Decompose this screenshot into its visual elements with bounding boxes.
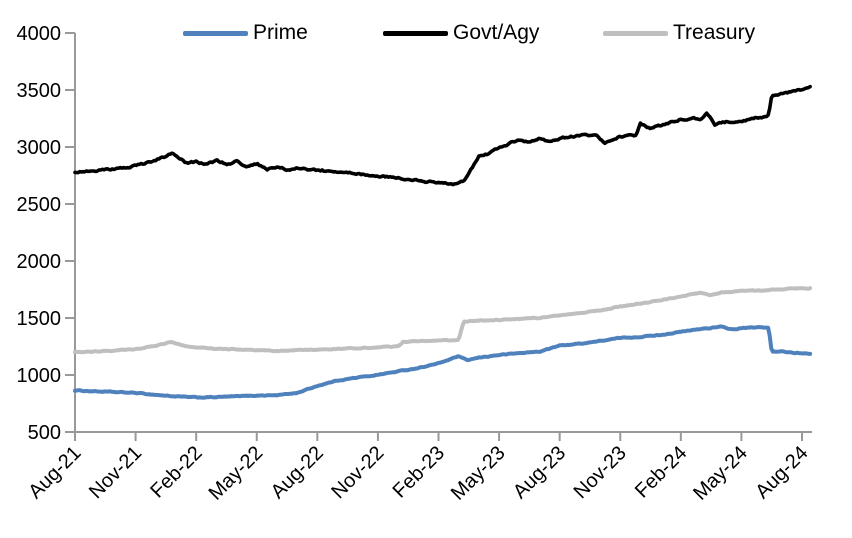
series-line-treasury <box>73 286 813 355</box>
y-tick-label: 500 <box>28 422 61 444</box>
y-tick-label: 1000 <box>17 365 62 387</box>
legend-item-treasury: Treasury <box>603 20 755 46</box>
y-tick-label: 3500 <box>17 80 62 102</box>
legend-label-govt-agy: Govt/Agy <box>453 21 540 44</box>
legend-label-treasury: Treasury <box>673 21 756 44</box>
y-tick-label: 4000 <box>17 23 62 45</box>
legend-label-prime: Prime <box>253 21 308 44</box>
x-tick-label: Nov-22 <box>327 442 388 503</box>
x-tick-label: Aug-22 <box>267 442 328 503</box>
treasury-line-swatch <box>603 30 668 36</box>
x-tick-label: Aug-24 <box>751 442 812 503</box>
chart-legend: Prime Govt/Agy Treasury <box>0 20 852 46</box>
x-tick-label: May-23 <box>447 442 510 505</box>
legend-item-govt-agy: Govt/Agy <box>383 20 539 46</box>
x-tick-label: May-22 <box>205 442 268 505</box>
x-tick-label: Feb-23 <box>389 442 449 502</box>
legend-item-prime: Prime <box>183 20 308 46</box>
prime-line-swatch <box>183 30 248 36</box>
x-tick-label: Aug-21 <box>24 442 85 503</box>
series-line-govt-agy <box>73 84 812 187</box>
x-tick-label: Aug-23 <box>509 442 570 503</box>
x-tick-label: Feb-22 <box>146 442 206 502</box>
series-line-prime <box>73 324 813 400</box>
y-tick-label: 3000 <box>17 137 62 159</box>
x-tick-label: May-24 <box>689 442 752 505</box>
y-tick-label: 2500 <box>17 194 62 216</box>
x-tick-label: Nov-21 <box>85 442 146 503</box>
y-tick-label: 2000 <box>17 251 62 273</box>
y-tick-label: 1500 <box>17 308 62 330</box>
x-tick-label: Feb-24 <box>631 442 691 502</box>
x-tick-label: Nov-23 <box>570 442 631 503</box>
govt-agy-line-swatch <box>383 30 448 36</box>
